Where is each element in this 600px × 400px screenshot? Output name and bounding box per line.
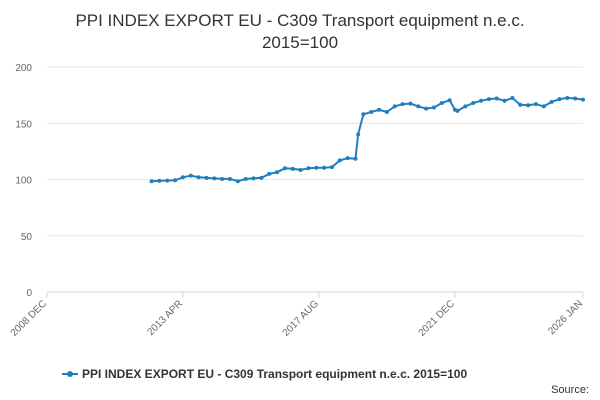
data-point[interactable] (408, 101, 413, 106)
data-point[interactable] (541, 104, 546, 109)
data-point[interactable] (290, 166, 295, 171)
data-point[interactable] (510, 95, 515, 100)
data-point[interactable] (157, 178, 162, 183)
data-point[interactable] (471, 101, 476, 105)
x-tick-label: 2017 AUG (281, 298, 322, 339)
data-point[interactable] (361, 112, 366, 117)
data-point[interactable] (502, 98, 507, 103)
x-tick-label: 2021 DEC (417, 298, 457, 338)
data-point[interactable] (533, 102, 538, 107)
data-point[interactable] (322, 165, 327, 170)
y-tick-label: 100 (15, 176, 32, 187)
data-point[interactable] (275, 170, 280, 175)
data-point[interactable] (337, 158, 342, 163)
x-tick-label: 2026 JAN (546, 298, 585, 337)
data-point[interactable] (306, 166, 311, 171)
series-line (151, 96, 584, 183)
data-point[interactable] (180, 175, 185, 180)
series-layer (149, 95, 585, 184)
data-point[interactable] (329, 165, 334, 170)
y-tick-label: 200 (15, 63, 32, 74)
x-tick-label: 2008 DEC (9, 298, 49, 338)
data-point[interactable] (455, 108, 460, 113)
data-point[interactable] (204, 175, 209, 180)
data-point[interactable] (212, 176, 217, 181)
chart-title: PPI INDEX EXPORT EU - C309 Transport equ… (75, 11, 524, 52)
data-point[interactable] (356, 132, 361, 137)
chart-title-line-2: 2015=100 (262, 33, 338, 52)
data-point[interactable] (165, 178, 170, 183)
y-tick-label: 150 (15, 119, 32, 130)
legend[interactable]: PPI INDEX EXPORT EU - C309 Transport equ… (62, 367, 467, 381)
data-point[interactable] (463, 104, 468, 109)
legend-item-label[interactable]: PPI INDEX EXPORT EU - C309 Transport equ… (82, 367, 467, 381)
y-tick-label: 0 (26, 288, 32, 299)
data-point[interactable] (188, 173, 193, 178)
data-point[interactable] (259, 175, 264, 180)
data-point[interactable] (243, 176, 248, 181)
data-point[interactable] (486, 97, 491, 102)
data-point[interactable] (479, 98, 484, 103)
x-axis: 2008 DEC 2013 APR 2017 AUG 2021 DEC 2026 JAN (9, 291, 585, 339)
data-point[interactable] (282, 166, 287, 171)
data-point[interactable] (345, 156, 350, 161)
chart-title-line-1: PPI INDEX EXPORT EU - C309 Transport equ… (75, 11, 524, 30)
data-point[interactable] (149, 179, 154, 184)
data-point[interactable] (392, 104, 397, 109)
data-point[interactable] (298, 167, 303, 172)
data-point[interactable] (228, 176, 233, 181)
data-point[interactable] (173, 178, 178, 183)
y-tick-label: 50 (21, 232, 33, 243)
data-point[interactable] (431, 105, 436, 110)
data-point[interactable] (384, 110, 389, 114)
data-point[interactable] (235, 179, 240, 184)
data-point[interactable] (439, 101, 444, 105)
data-point[interactable] (251, 176, 256, 181)
source-label: Source: (551, 384, 589, 396)
x-tick-label: 2013 APR (145, 298, 185, 338)
data-point[interactable] (353, 156, 358, 161)
data-point[interactable] (416, 104, 421, 109)
data-point[interactable] (220, 176, 225, 181)
data-point[interactable] (557, 97, 562, 102)
data-point[interactable] (267, 171, 272, 176)
data-point[interactable] (549, 99, 554, 104)
data-point[interactable] (196, 175, 201, 180)
legend-swatch-marker (67, 371, 73, 377)
data-point[interactable] (518, 102, 523, 107)
data-point[interactable] (400, 102, 405, 107)
data-point[interactable] (573, 96, 578, 101)
data-point[interactable] (424, 106, 429, 111)
data-point[interactable] (526, 103, 531, 108)
data-point[interactable] (314, 165, 319, 170)
data-point[interactable] (377, 107, 382, 112)
data-point[interactable] (494, 96, 499, 101)
data-point[interactable] (581, 97, 585, 102)
data-point[interactable] (369, 110, 374, 114)
data-point[interactable] (447, 98, 452, 103)
data-point[interactable] (565, 95, 570, 100)
